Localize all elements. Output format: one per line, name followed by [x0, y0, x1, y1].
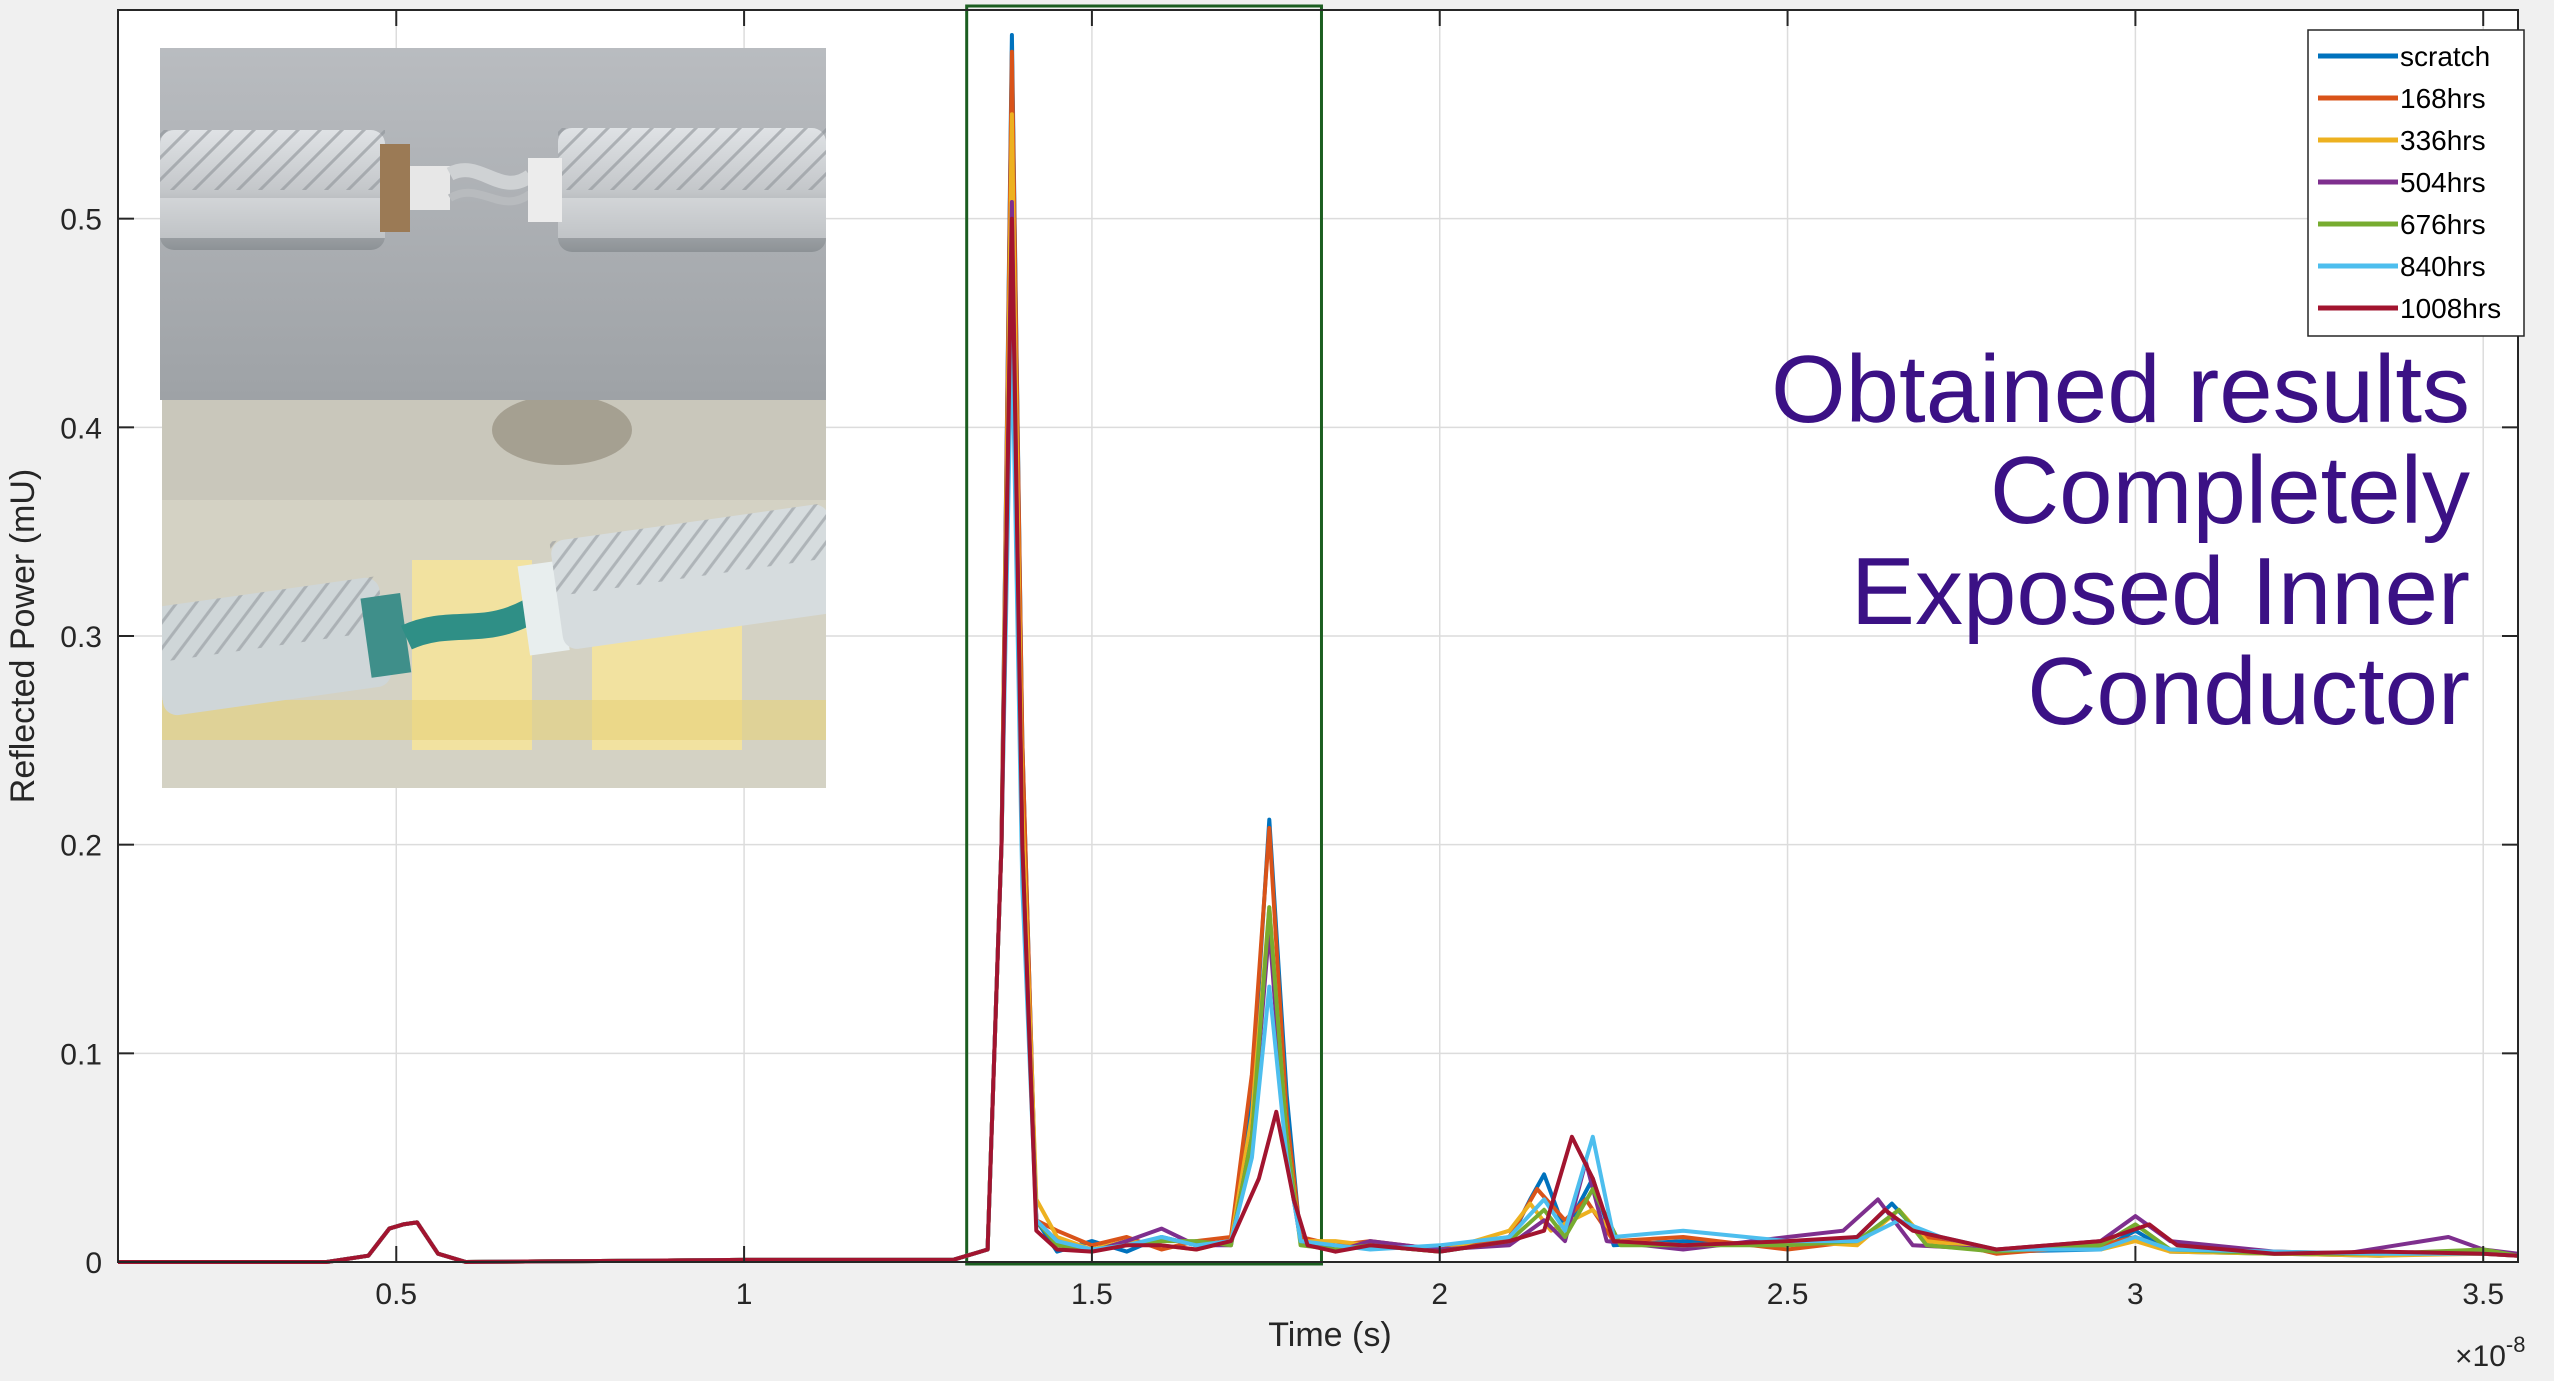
corroded-coaxial-cable-photo [162, 400, 826, 788]
x-axis-exponent-base: ×10 [2455, 1340, 2506, 1373]
y-tick-label-2: 0.2 [60, 830, 102, 863]
cable-photo-top [160, 48, 826, 400]
y-tick-label-4: 0.4 [60, 412, 102, 445]
legend-label-168hrs: 168hrs [2400, 83, 2486, 114]
annotation-line-4: Conductor [2027, 638, 2470, 746]
highlight-box [965, 4, 1323, 1266]
x-tick-label-0: 0.5 [375, 1278, 417, 1311]
x-axis-label: Time (s) [1268, 1316, 1391, 1354]
annotation-line-2: Completely [1989, 436, 2470, 544]
x-tick-label-1: 1 [736, 1278, 753, 1311]
legend-label-504hrs: 504hrs [2400, 167, 2486, 198]
series-line-1008hrs [118, 216, 2519, 1264]
y-tick-label-5: 0.5 [60, 204, 102, 237]
coaxial-cable-with-scratch-photo [160, 48, 826, 400]
legend-label-840hrs: 840hrs [2400, 251, 2486, 282]
x-tick-label-6: 3.5 [2462, 1278, 2504, 1311]
annotation-line-3: Exposed Inner [1850, 537, 2470, 645]
legend-label-336hrs: 336hrs [2400, 125, 2486, 156]
y-tick-label-0: 0 [85, 1247, 102, 1280]
y-tick-label-3: 0.3 [60, 621, 102, 654]
y-axis-label: Reflected Power (mU) [4, 469, 42, 803]
y-axis-ticks: 0 0.1 0.2 0.3 0.4 0.5 [60, 204, 2518, 1280]
cable-photo-bottom [162, 400, 826, 788]
x-tick-label-5: 3 [2127, 1278, 2144, 1311]
legend-label-1008hrs: 1008hrs [2400, 293, 2501, 324]
annotation-line-1: Obtained results [1770, 336, 2470, 443]
annotation-text: Obtained results Completely Exposed Inne… [1770, 336, 2470, 746]
x-tick-label-3: 2 [1431, 1278, 1448, 1311]
x-axis-ticks: 0.5 1 1.5 2 2.5 3 3.5 [375, 10, 2504, 1311]
x-tick-label-4: 2.5 [1767, 1278, 1809, 1311]
x-tick-label-2: 1.5 [1071, 1278, 1113, 1311]
legend-label-scratch: scratch [2400, 41, 2490, 72]
y-tick-label-1: 0.1 [60, 1038, 102, 1071]
legend: scratch 168hrs 336hrs 504hrs 676hrs 840hrs 100… [2307, 29, 2525, 337]
legend-label-676hrs: 676hrs [2400, 209, 2486, 240]
series-layer [118, 33, 2519, 1264]
x-axis-exponent: ×10-8 [2455, 1332, 2525, 1373]
x-axis-exponent-power: -8 [2506, 1332, 2526, 1357]
